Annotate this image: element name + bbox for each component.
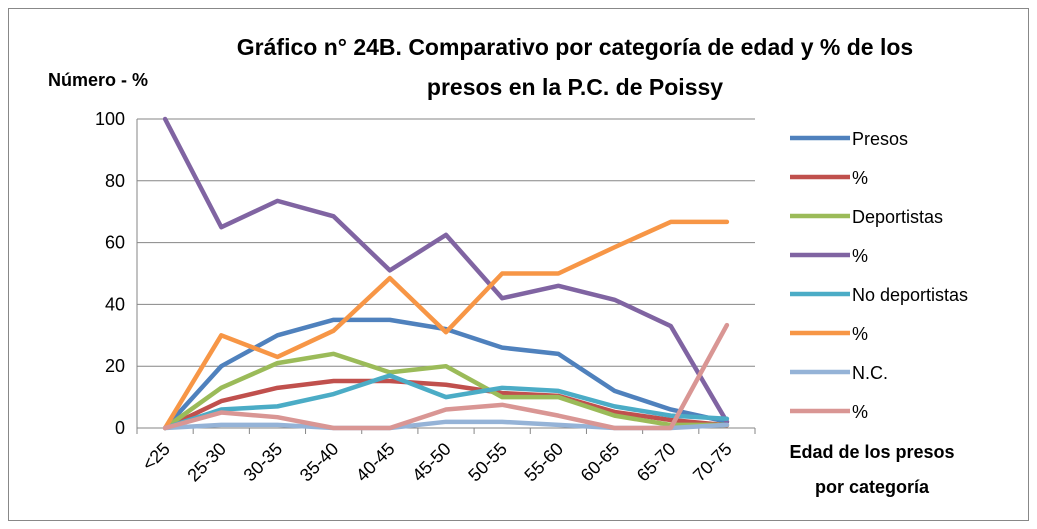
legend-label: Presos [852, 129, 908, 149]
legend-label: N.C. [852, 363, 888, 383]
chart-title: presos en la P.C. de Poissy [427, 74, 723, 100]
x-axis-title: Edad de los presos [789, 442, 954, 462]
series-line [162, 378, 730, 431]
legend-label: % [852, 246, 868, 266]
x-axis-title: por categoría [815, 477, 930, 497]
chart-frame [8, 8, 1029, 521]
y-tick-label: 60 [105, 233, 125, 253]
series-line [162, 373, 730, 431]
y-tick-label: 100 [95, 109, 125, 129]
legend-label: % [852, 168, 868, 188]
legend-label: % [852, 324, 868, 344]
y-tick-label: 0 [115, 418, 125, 438]
y-axis-title: Número - % [48, 70, 148, 90]
series-line [162, 219, 730, 431]
series-line [162, 116, 730, 425]
legend-label: % [852, 402, 868, 422]
y-tick-label: 40 [105, 294, 125, 314]
y-tick-label: 20 [105, 356, 125, 376]
series-line [162, 322, 730, 431]
chart-title: Gráfico n° 24B. Comparativo por categorí… [237, 34, 913, 60]
legend-label: Deportistas [852, 207, 943, 227]
series-line [162, 351, 730, 431]
y-tick-label: 80 [105, 171, 125, 191]
legend-label: No deportistas [852, 285, 968, 305]
